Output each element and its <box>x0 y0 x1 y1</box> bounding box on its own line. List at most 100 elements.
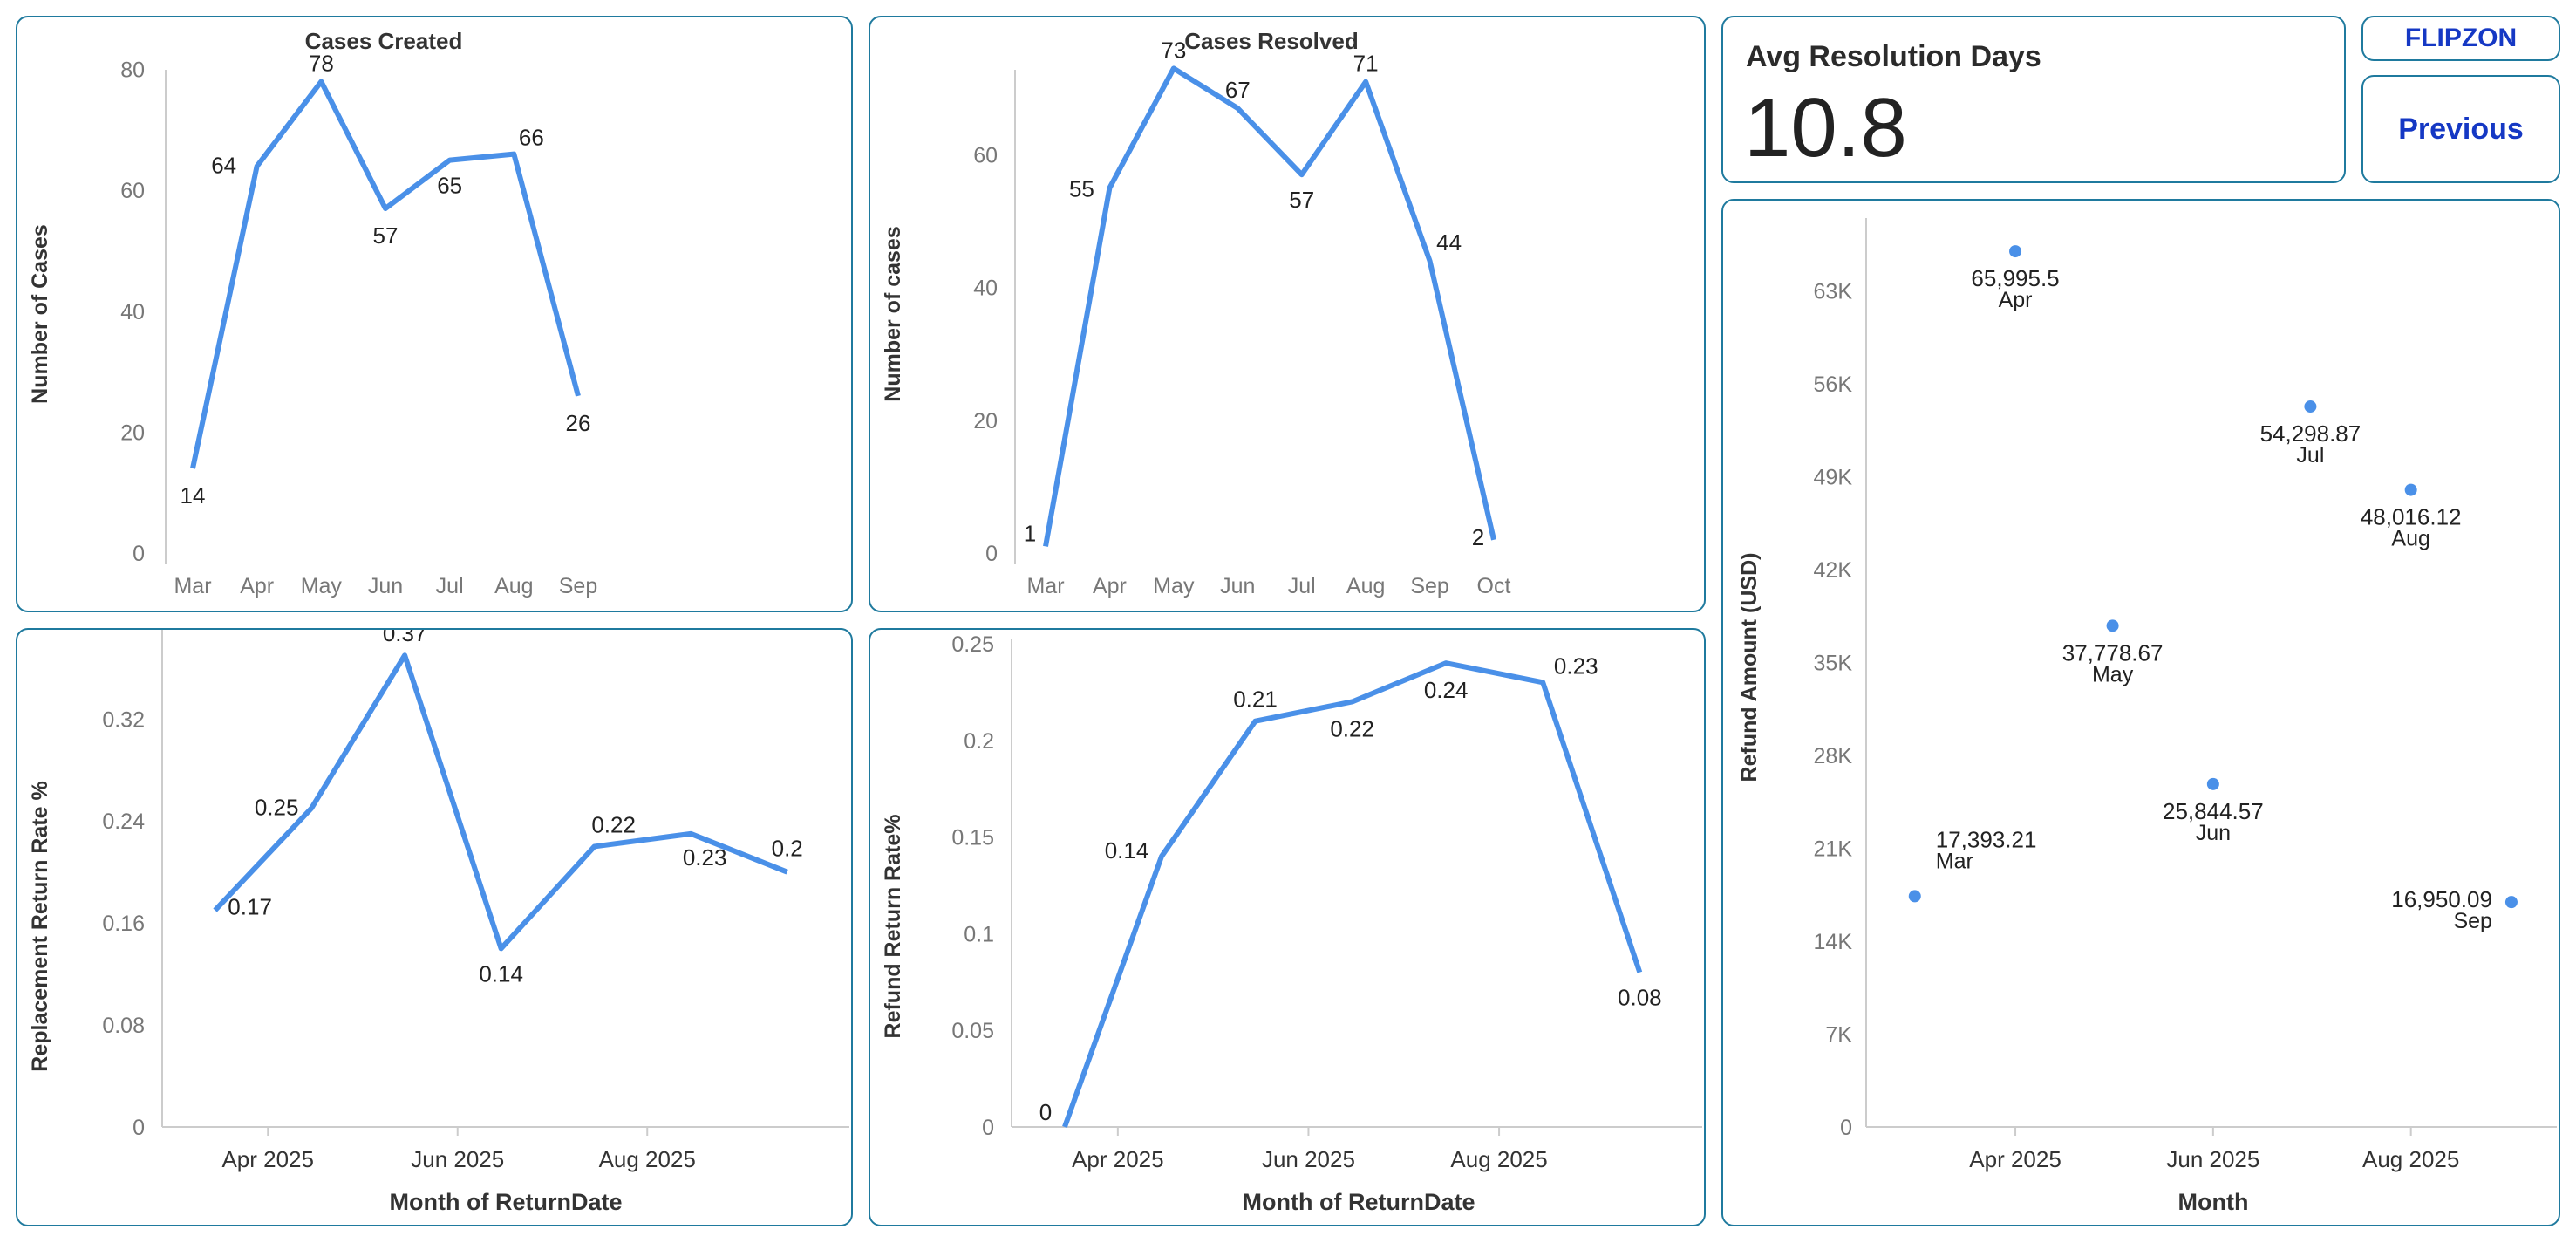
data-label: 0.2 <box>772 836 803 862</box>
y-tick-label: 0.1 <box>964 922 994 946</box>
data-label: 48,016.12 <box>2361 504 2462 530</box>
point-month-label: May <box>2092 662 2134 686</box>
x-tick-label: Aug 2025 <box>2362 1146 2459 1172</box>
y-tick-label: 42K <box>1814 558 1853 583</box>
y-axis-label: Refund Return Rate% <box>881 815 905 1039</box>
x-tick-label: Mar <box>1026 574 1064 598</box>
y-tick-label: 0.24 <box>102 809 145 834</box>
data-label: 0.22 <box>1330 715 1374 741</box>
refund-rate-line <box>1062 660 1643 1129</box>
data-label: 71 <box>1353 51 1379 77</box>
y-tick-label: 0.2 <box>964 729 994 754</box>
data-label: 0.17 <box>228 894 272 920</box>
data-label: 57 <box>1289 187 1314 213</box>
y-tick-label: 35K <box>1814 652 1853 676</box>
replacement-rate-panel: Replacement Return Rate % 0 0.08 0.16 0.24 0… <box>16 628 853 1226</box>
y-tick-label: 20 <box>973 409 998 434</box>
refund-amount-panel: Refund Amount (USD) 0 7K 14K 21K 28K 35K 42K 49… <box>1721 199 2560 1226</box>
refund-rate-chart: Refund Return Rate% 00.050.10.150.20.25 … <box>881 632 1702 1215</box>
y-tick-label: 0 <box>133 542 145 566</box>
y-tick-label: 40 <box>120 300 145 324</box>
data-label: 0.24 <box>1424 677 1469 703</box>
scatter-point <box>2404 483 2417 496</box>
data-label: 17,393.21 <box>1936 826 2037 852</box>
y-tick-label: 0 <box>133 1116 145 1140</box>
x-tick-label: Jun 2025 <box>2166 1146 2259 1172</box>
x-tick-label: Aug 2025 <box>599 1146 696 1172</box>
x-tick-label: Oct <box>1477 574 1511 598</box>
y-tick-label: 49K <box>1814 466 1853 490</box>
cases-created-panel: Cases Created Number of Cases 0 20 40 60 80 … <box>16 16 853 612</box>
y-tick-label: 0.16 <box>102 912 145 936</box>
scatter-point <box>2206 777 2219 790</box>
cases-created-line <box>190 79 581 469</box>
cases-resolved-panel: Cases Resolved Number of cases 0 20 40 60 M… <box>869 16 1706 612</box>
x-tick-label: Aug <box>494 574 533 598</box>
x-tick-label: Jul <box>436 574 464 598</box>
refund-amount-chart: Refund Amount (USD) 0 7K 14K 21K 28K 35K 42K 49… <box>1737 218 2557 1215</box>
scatter-point <box>2106 619 2119 632</box>
x-tick-label: May <box>1153 574 1195 598</box>
y-axis-label: Replacement Return Rate % <box>28 781 52 1071</box>
y-axis-label: Number of Cases <box>28 224 52 404</box>
data-label: 67 <box>1225 77 1251 103</box>
x-tick-label: Sep <box>1410 574 1448 598</box>
y-tick-label: 14K <box>1814 930 1853 954</box>
data-label: 73 <box>1161 37 1186 63</box>
y-axis-label: Refund Amount (USD) <box>1737 553 1762 782</box>
scatter-point <box>2304 400 2317 413</box>
x-tick-label: Jun <box>1220 574 1255 598</box>
x-tick-label: Sep <box>559 574 597 598</box>
y-tick-label: 40 <box>973 277 998 301</box>
y-tick-label: 0.08 <box>102 1014 145 1038</box>
data-label: 64 <box>211 153 236 179</box>
previous-button[interactable]: Previous <box>2361 75 2560 183</box>
data-label: 65 <box>437 173 462 199</box>
scatter-point <box>1908 890 1921 903</box>
brand-button[interactable]: FLIPZON <box>2361 16 2560 61</box>
chart-title: Cases Created <box>305 28 463 54</box>
x-tick-label: Aug <box>1346 574 1385 598</box>
kpi-title: Avg Resolution Days <box>1746 40 2041 73</box>
replacement-rate-chart: Replacement Return Rate % 0 0.08 0.16 0.24 0… <box>28 630 849 1215</box>
y-axis-label: Number of cases <box>881 226 905 401</box>
y-tick-label: 20 <box>120 420 145 445</box>
data-label: 78 <box>309 51 334 77</box>
y-tick-label: 0 <box>982 1116 994 1140</box>
data-label: 14 <box>181 482 206 509</box>
data-label: 0.23 <box>1554 652 1598 679</box>
point-month-label: Sep <box>2453 909 2491 933</box>
y-tick-label: 0.15 <box>951 826 994 850</box>
y-tick-label: 7K <box>1825 1023 1852 1048</box>
y-tick-label: 56K <box>1814 372 1853 397</box>
point-month-label: Apr <box>1999 288 2033 312</box>
data-label: 2 <box>1472 524 1484 550</box>
point-month-label: Mar <box>1936 849 1973 873</box>
y-tick-label: 0.25 <box>951 632 994 657</box>
data-label: 0.22 <box>591 811 636 837</box>
point-month-label: Aug <box>2391 527 2429 551</box>
x-axis-label: Month of ReturnDate <box>390 1189 623 1215</box>
scatter-point <box>2009 245 2022 258</box>
avg-resolution-card: Avg Resolution Days 10.8 <box>1721 16 2346 183</box>
data-label: 0.08 <box>1618 985 1662 1011</box>
y-tick-label: 21K <box>1814 837 1853 862</box>
point-month-label: Jul <box>2296 443 2324 468</box>
data-label: 16,950.09 <box>2391 886 2492 912</box>
y-tick-label: 60 <box>973 143 998 167</box>
x-tick-label: Apr 2025 <box>1969 1146 2061 1172</box>
kpi-value: 10.8 <box>1744 81 1907 174</box>
y-tick-label: 0.32 <box>102 707 145 732</box>
x-tick-label: Jun 2025 <box>1262 1146 1355 1172</box>
data-label: 66 <box>519 125 544 151</box>
x-tick-label: Jun 2025 <box>411 1146 504 1172</box>
data-label: 0 <box>1039 1099 1052 1125</box>
x-tick-label: Mar <box>174 574 211 598</box>
x-axis-label: Month <box>2178 1189 2249 1215</box>
data-label: 0.14 <box>479 960 523 987</box>
data-label: 26 <box>566 410 591 436</box>
y-tick-label: 0 <box>1840 1116 1852 1140</box>
x-axis-label: Month of ReturnDate <box>1243 1189 1475 1215</box>
data-label: 55 <box>1069 175 1094 201</box>
y-tick-label: 63K <box>1814 280 1853 304</box>
